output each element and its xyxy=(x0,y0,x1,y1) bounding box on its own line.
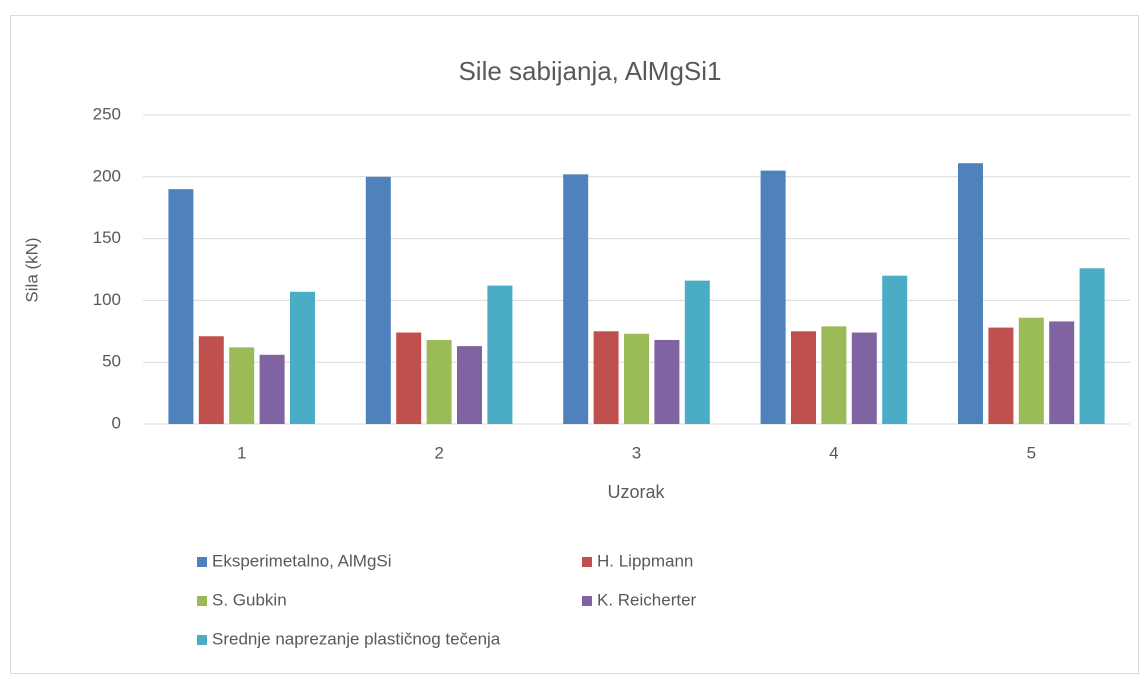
chart-title: Sile sabijanja, AlMgSi1 xyxy=(458,56,721,86)
bar xyxy=(1079,268,1105,424)
y-axis-label: Sila (kN) xyxy=(22,237,41,302)
bar xyxy=(487,285,513,424)
bar xyxy=(851,332,877,424)
bar xyxy=(396,332,422,424)
bar xyxy=(563,174,589,424)
bar xyxy=(988,327,1014,424)
y-tick-label: 250 xyxy=(93,104,121,123)
bar xyxy=(593,331,619,424)
x-axis-label: Uzorak xyxy=(607,482,665,502)
x-tick-label: 2 xyxy=(434,443,443,462)
bar xyxy=(882,275,908,424)
bar xyxy=(168,189,194,424)
x-tick-label: 3 xyxy=(632,443,641,462)
bar xyxy=(624,333,649,424)
legend-swatch xyxy=(197,596,207,606)
bar xyxy=(684,280,710,424)
x-tick-label: 1 xyxy=(237,443,246,462)
y-tick-label: 200 xyxy=(93,166,121,185)
bar xyxy=(198,336,224,424)
bar xyxy=(259,354,285,424)
legend-swatch xyxy=(582,596,592,606)
bar xyxy=(791,331,816,424)
legend-swatch xyxy=(197,557,207,567)
y-tick-label: 50 xyxy=(102,352,121,371)
y-tick-label: 100 xyxy=(93,290,121,309)
bar xyxy=(958,163,983,425)
legend-label: Srednje naprezanje plastičnog tečenja xyxy=(212,629,501,648)
x-tick-label: 4 xyxy=(829,443,838,462)
bar xyxy=(365,176,391,424)
bar xyxy=(229,347,255,424)
bar xyxy=(1018,317,1044,424)
bar xyxy=(457,346,482,424)
legend-swatch xyxy=(582,557,592,567)
bar xyxy=(1049,321,1075,424)
bar xyxy=(760,170,786,424)
bar xyxy=(821,326,847,424)
legend-swatch xyxy=(197,635,207,645)
bar xyxy=(426,339,452,424)
legend-label: H. Lippmann xyxy=(597,551,693,570)
y-tick-label: 0 xyxy=(112,413,121,432)
x-tick-label: 5 xyxy=(1027,443,1036,462)
legend-label: S. Gubkin xyxy=(212,590,287,609)
y-tick-label: 150 xyxy=(93,228,121,247)
bar xyxy=(654,339,680,424)
legend-label: K. Reicherter xyxy=(597,590,697,609)
bar xyxy=(290,291,315,424)
legend-label: Eksperimetalno, AlMgSi xyxy=(212,551,392,570)
